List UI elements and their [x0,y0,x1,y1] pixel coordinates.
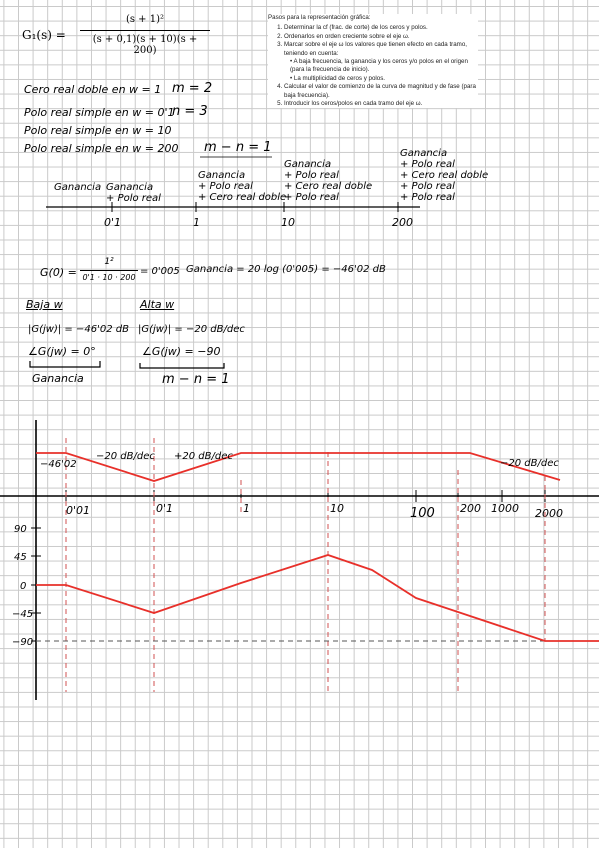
segment-term: + Cero real doble [400,170,489,181]
low-freq-bracket [29,361,101,368]
poles-count: n = 3 [172,104,208,119]
step-sub-item: • La multiplicidad de ceros y polos. [290,74,386,82]
tf-lhs: G₁(s) = [22,28,66,42]
phase-label: 90 [14,524,27,535]
axis-tick-label: 0'1 [104,216,122,229]
segment-group: Ganancia + Polo real + Cero real doble [198,170,286,203]
gain-fraction-bar [80,270,138,271]
segment-term: + Polo real [284,192,339,203]
gain-result: = 0'005 [140,266,180,277]
high-freq-phase: ∠G(jw) = −90 [142,345,221,358]
segment-term: + Cero real doble [284,181,373,192]
segment-term: + Polo real [106,193,161,204]
segment-group: Ganancia + Polo real + Cero real doble +… [284,159,372,203]
steps-list: Determinar la cf (frac. de corte) de los… [268,24,478,108]
mag-slope-label: +20 dB/dec [174,451,233,462]
axis-tick-label: 200 [392,216,413,229]
freq-label: 100 [410,506,435,521]
high-freq-note: m − n = 1 [162,372,230,387]
freq-label: 2000 [535,507,563,520]
segment-term: + Cero real doble [198,192,287,203]
phase-label: 0 [20,581,26,592]
freq-label: 200 [460,502,481,515]
guide-lines [65,438,546,692]
freq-label: 1000 [491,502,519,515]
phase-curve [36,554,599,642]
step-item: Determinar la cf (frac. de corte) de los… [284,24,478,32]
phase-label: 45 [14,552,27,563]
step-sub-item: • A baja frecuencia, la ganancia y los c… [290,58,468,74]
segment-term: + Polo real [400,159,455,170]
zero-pole-line: Polo real simple en w = 10 [24,124,172,137]
phase-label: −90 [12,637,33,648]
mag-slope-label: −20 dB/dec [500,458,559,469]
magnitude-curve [36,452,561,482]
low-freq-title: Baja w [26,298,63,311]
segment-term: + Polo real [284,170,339,181]
zeros-count: m = 2 [172,81,213,96]
step-item: Calcular el valor de comienzo de la curv… [284,83,478,100]
axis-tick-label: 10 [281,216,295,229]
gain-den: 0'1 · 10 · 200 [82,273,136,282]
steps-box: Pasos para la representación gráfica: De… [268,14,478,109]
segment-term: Ganancia [54,182,102,193]
zero-pole-line: Polo real simple en w = 0'1 [24,106,175,119]
high-freq-magnitude: |G(jw)| = −20 dB/dec [138,324,245,335]
segment-group: Ganancia + Polo real [106,182,161,204]
segment-term: Ganancia [198,170,246,181]
gain-lhs: G(0) = [40,266,77,279]
segment-group: Ganancia [54,182,101,193]
high-freq-title: Alta w [140,298,175,311]
segment-term: Ganancia [284,159,332,170]
tf-denominator: (s + 0,1)(s + 10)(s + 200) [92,34,198,56]
tf-numerator: (s + 1)² [125,14,165,25]
zero-pole-line: Polo real simple en w = 200 [24,142,179,155]
segment-term: + Polo real [198,181,253,192]
step-item: Marcar sobre el eje ω los valores que ti… [284,41,478,83]
segment-term: Ganancia [400,148,448,159]
freq-label: 1 [243,502,250,515]
step-item: Introducir los ceros/polos en cada tramo… [284,100,478,108]
step-text: Marcar sobre el eje ω los valores que ti… [284,41,467,57]
mag-start-label: −46'02 [40,459,77,470]
gain-db: Ganancia = 20 log (0'005) = −46'02 dB [186,264,386,275]
mag-slope-label: −20 dB/dec [96,451,155,462]
steps-title: Pasos para la representación gráfica: [268,14,371,21]
segment-term: + Polo real [400,181,455,192]
axis-tick-label: 1 [193,216,200,229]
low-freq-phase: ∠G(jw) = 0° [28,345,96,358]
gain-num: 1² [104,257,114,267]
segment-group: Ganancia + Polo real + Cero real doble +… [400,148,488,203]
segment-term: + Polo real [400,192,455,203]
freq-label: 10 [330,502,344,515]
step-item: Ordenarlos en orden creciente sobre el e… [284,33,478,41]
low-freq-note: Ganancia [32,372,84,385]
zero-pole-line: Cero real doble en w = 1 [24,83,162,96]
low-freq-magnitude: |G(jw)| = −46'02 dB [28,324,129,335]
freq-label: 0'1 [156,502,173,515]
freq-label: 0'01 [66,504,90,517]
high-freq-bracket [139,363,225,369]
phase-label: −45 [12,609,33,620]
segment-term: Ganancia [106,182,154,193]
relative-degree: m − n = 1 [204,140,272,155]
tf-fraction-bar [80,30,210,31]
